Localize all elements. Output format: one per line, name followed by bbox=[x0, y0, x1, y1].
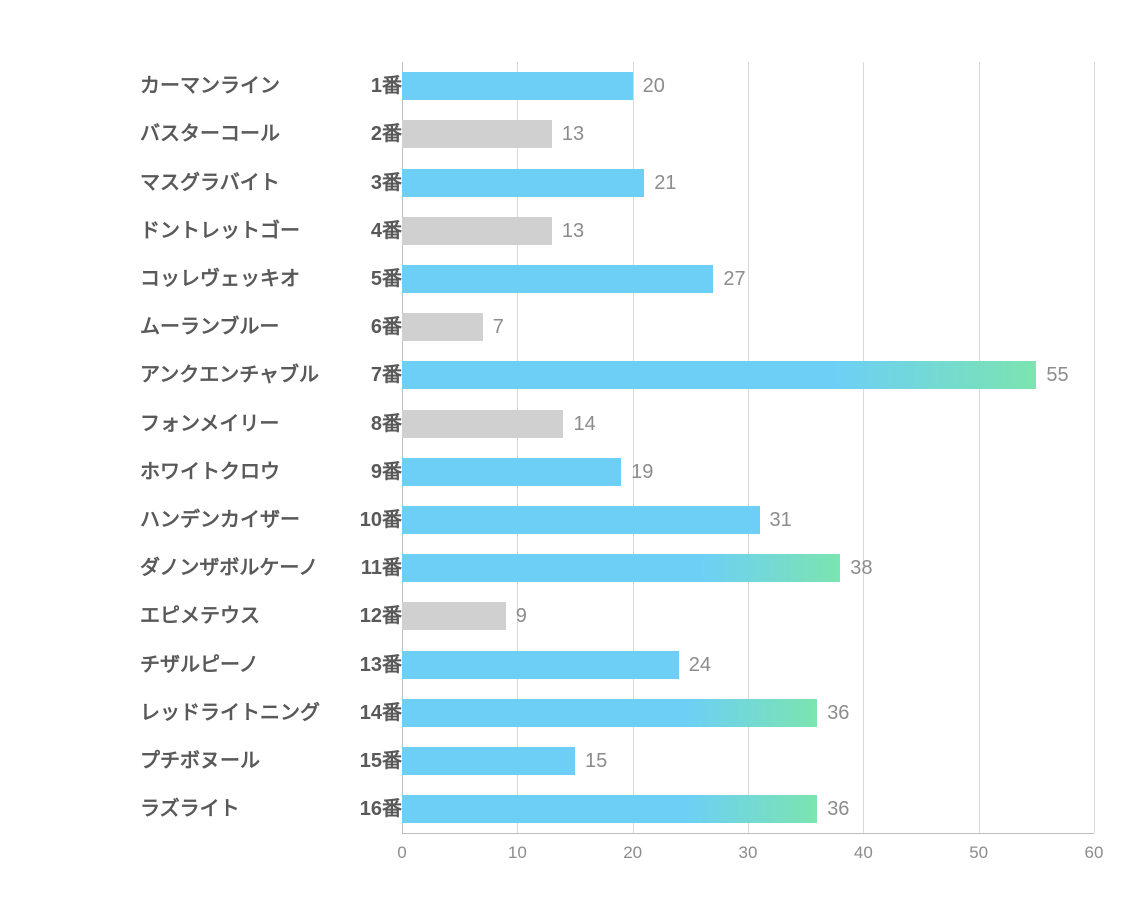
x-tick-label: 50 bbox=[969, 843, 988, 863]
x-tick-label: 20 bbox=[623, 843, 642, 863]
row-name: アンクエンチャブル bbox=[140, 361, 319, 389]
bar-value-label: 9 bbox=[516, 602, 527, 630]
row-name: チザルピーノ bbox=[140, 651, 259, 679]
x-axis-line bbox=[402, 833, 1094, 834]
x-axis: 0102030405060 bbox=[402, 843, 1094, 873]
row-number: 1番 bbox=[282, 72, 402, 100]
row-number: 3番 bbox=[282, 169, 402, 197]
y-axis-labels-area: 1番カーマンライン2番バスターコール3番マスグラバイト4番ドントレットゴー 5番コ… bbox=[0, 62, 402, 833]
row-name: ラズライト bbox=[140, 795, 240, 823]
row-name: フォンメイリー bbox=[140, 410, 279, 438]
bar-value-label: 21 bbox=[654, 169, 676, 197]
bar bbox=[402, 217, 552, 245]
row-number: 2番 bbox=[282, 120, 402, 148]
bar bbox=[402, 313, 483, 341]
row-number: 16番 bbox=[282, 795, 402, 823]
x-tick-label: 30 bbox=[739, 843, 758, 863]
row-name: ハンデンカイザー bbox=[140, 506, 300, 534]
bar bbox=[402, 458, 621, 486]
row-name: カーマンライン bbox=[140, 72, 280, 100]
row-number: 6番 bbox=[282, 313, 402, 341]
x-tick-label: 40 bbox=[854, 843, 873, 863]
bar bbox=[402, 602, 506, 630]
bar-value-label: 20 bbox=[643, 72, 665, 100]
row-name: ムーランブルー bbox=[140, 313, 279, 341]
bar-value-label: 15 bbox=[585, 747, 607, 775]
bar-value-label: 13 bbox=[562, 120, 584, 148]
row-name: コッレヴェッキオ bbox=[140, 265, 300, 293]
row-number: 4番 bbox=[282, 217, 402, 245]
bar-value-label: 14 bbox=[573, 410, 595, 438]
row-number: 5番 bbox=[282, 265, 402, 293]
row-name: プチボヌール bbox=[140, 747, 260, 775]
row-number: 12番 bbox=[282, 602, 402, 630]
bar bbox=[402, 554, 840, 582]
bar-value-label: 19 bbox=[631, 458, 653, 486]
bar-value-label: 55 bbox=[1046, 361, 1068, 389]
x-tick-label: 0 bbox=[397, 843, 406, 863]
bar bbox=[402, 747, 575, 775]
bar bbox=[402, 410, 563, 438]
grid-line bbox=[1094, 62, 1095, 833]
horse-vote-bar-chart: 1番カーマンライン2番バスターコール3番マスグラバイト4番ドントレットゴー 5番コ… bbox=[0, 0, 1134, 907]
bar bbox=[402, 699, 817, 727]
bar-value-label: 36 bbox=[827, 699, 849, 727]
row-name: ダノンザボルケーノ bbox=[140, 554, 318, 582]
row-name: ドントレットゴー bbox=[140, 217, 300, 245]
row-name: レッドライトニング bbox=[140, 699, 320, 727]
row-number: 15番 bbox=[282, 747, 402, 775]
x-tick-label: 10 bbox=[508, 843, 527, 863]
bar bbox=[402, 651, 679, 679]
row-name: ホワイトクロウ bbox=[140, 458, 280, 486]
row-name: バスターコール bbox=[140, 120, 280, 148]
bar-value-label: 31 bbox=[770, 506, 792, 534]
row-number: 13番 bbox=[282, 651, 402, 679]
grid-line bbox=[863, 62, 864, 833]
row-number: 9番 bbox=[282, 458, 402, 486]
bar bbox=[402, 265, 713, 293]
bar-value-label: 27 bbox=[723, 265, 745, 293]
bar bbox=[402, 361, 1036, 389]
bar bbox=[402, 795, 817, 823]
row-name: エピメテウス bbox=[140, 602, 260, 630]
bar bbox=[402, 169, 644, 197]
grid-line bbox=[979, 62, 980, 833]
bar bbox=[402, 506, 760, 534]
row-number: 8番 bbox=[282, 410, 402, 438]
bar-value-label: 7 bbox=[493, 313, 504, 341]
x-tick-label: 60 bbox=[1085, 843, 1104, 863]
bar-value-label: 38 bbox=[850, 554, 872, 582]
bar bbox=[402, 120, 552, 148]
bar bbox=[402, 72, 633, 100]
plot-area: 20 13 21 13 27 7 55 14 19 31 38 9 24 36 15 36 bbox=[402, 62, 1094, 833]
row-name: マスグラバイト bbox=[140, 169, 280, 197]
bar-value-label: 36 bbox=[827, 795, 849, 823]
bar-value-label: 13 bbox=[562, 217, 584, 245]
row-number: 10番 bbox=[282, 506, 402, 534]
bar-value-label: 24 bbox=[689, 651, 711, 679]
